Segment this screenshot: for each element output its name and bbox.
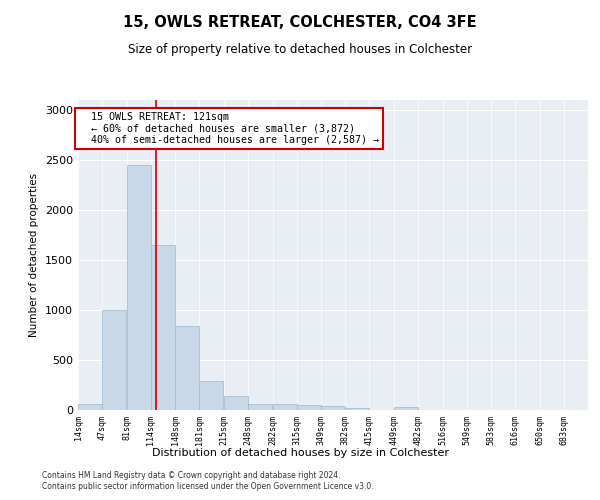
- Bar: [296, 404, 320, 410]
- Text: Distribution of detached houses by size in Colchester: Distribution of detached houses by size …: [151, 448, 449, 458]
- Bar: [224, 396, 248, 410]
- Bar: [102, 310, 126, 410]
- Y-axis label: Number of detached properties: Number of detached properties: [29, 173, 40, 337]
- Bar: [248, 404, 272, 410]
- Text: Contains public sector information licensed under the Open Government Licence v3: Contains public sector information licen…: [42, 482, 374, 491]
- Bar: [322, 406, 346, 410]
- Text: 15, OWLS RETREAT, COLCHESTER, CO4 3FE: 15, OWLS RETREAT, COLCHESTER, CO4 3FE: [123, 15, 477, 30]
- Bar: [175, 326, 199, 410]
- Bar: [394, 406, 418, 410]
- Bar: [151, 245, 175, 410]
- Text: Contains HM Land Registry data © Crown copyright and database right 2024.: Contains HM Land Registry data © Crown c…: [42, 470, 341, 480]
- Text: 15 OWLS RETREAT: 121sqm
  ← 60% of detached houses are smaller (3,872)
  40% of : 15 OWLS RETREAT: 121sqm ← 60% of detache…: [79, 112, 379, 145]
- Bar: [127, 165, 151, 410]
- Bar: [199, 380, 223, 410]
- Bar: [273, 404, 296, 410]
- Bar: [346, 408, 370, 410]
- Text: Size of property relative to detached houses in Colchester: Size of property relative to detached ho…: [128, 42, 472, 56]
- Bar: [78, 404, 102, 410]
